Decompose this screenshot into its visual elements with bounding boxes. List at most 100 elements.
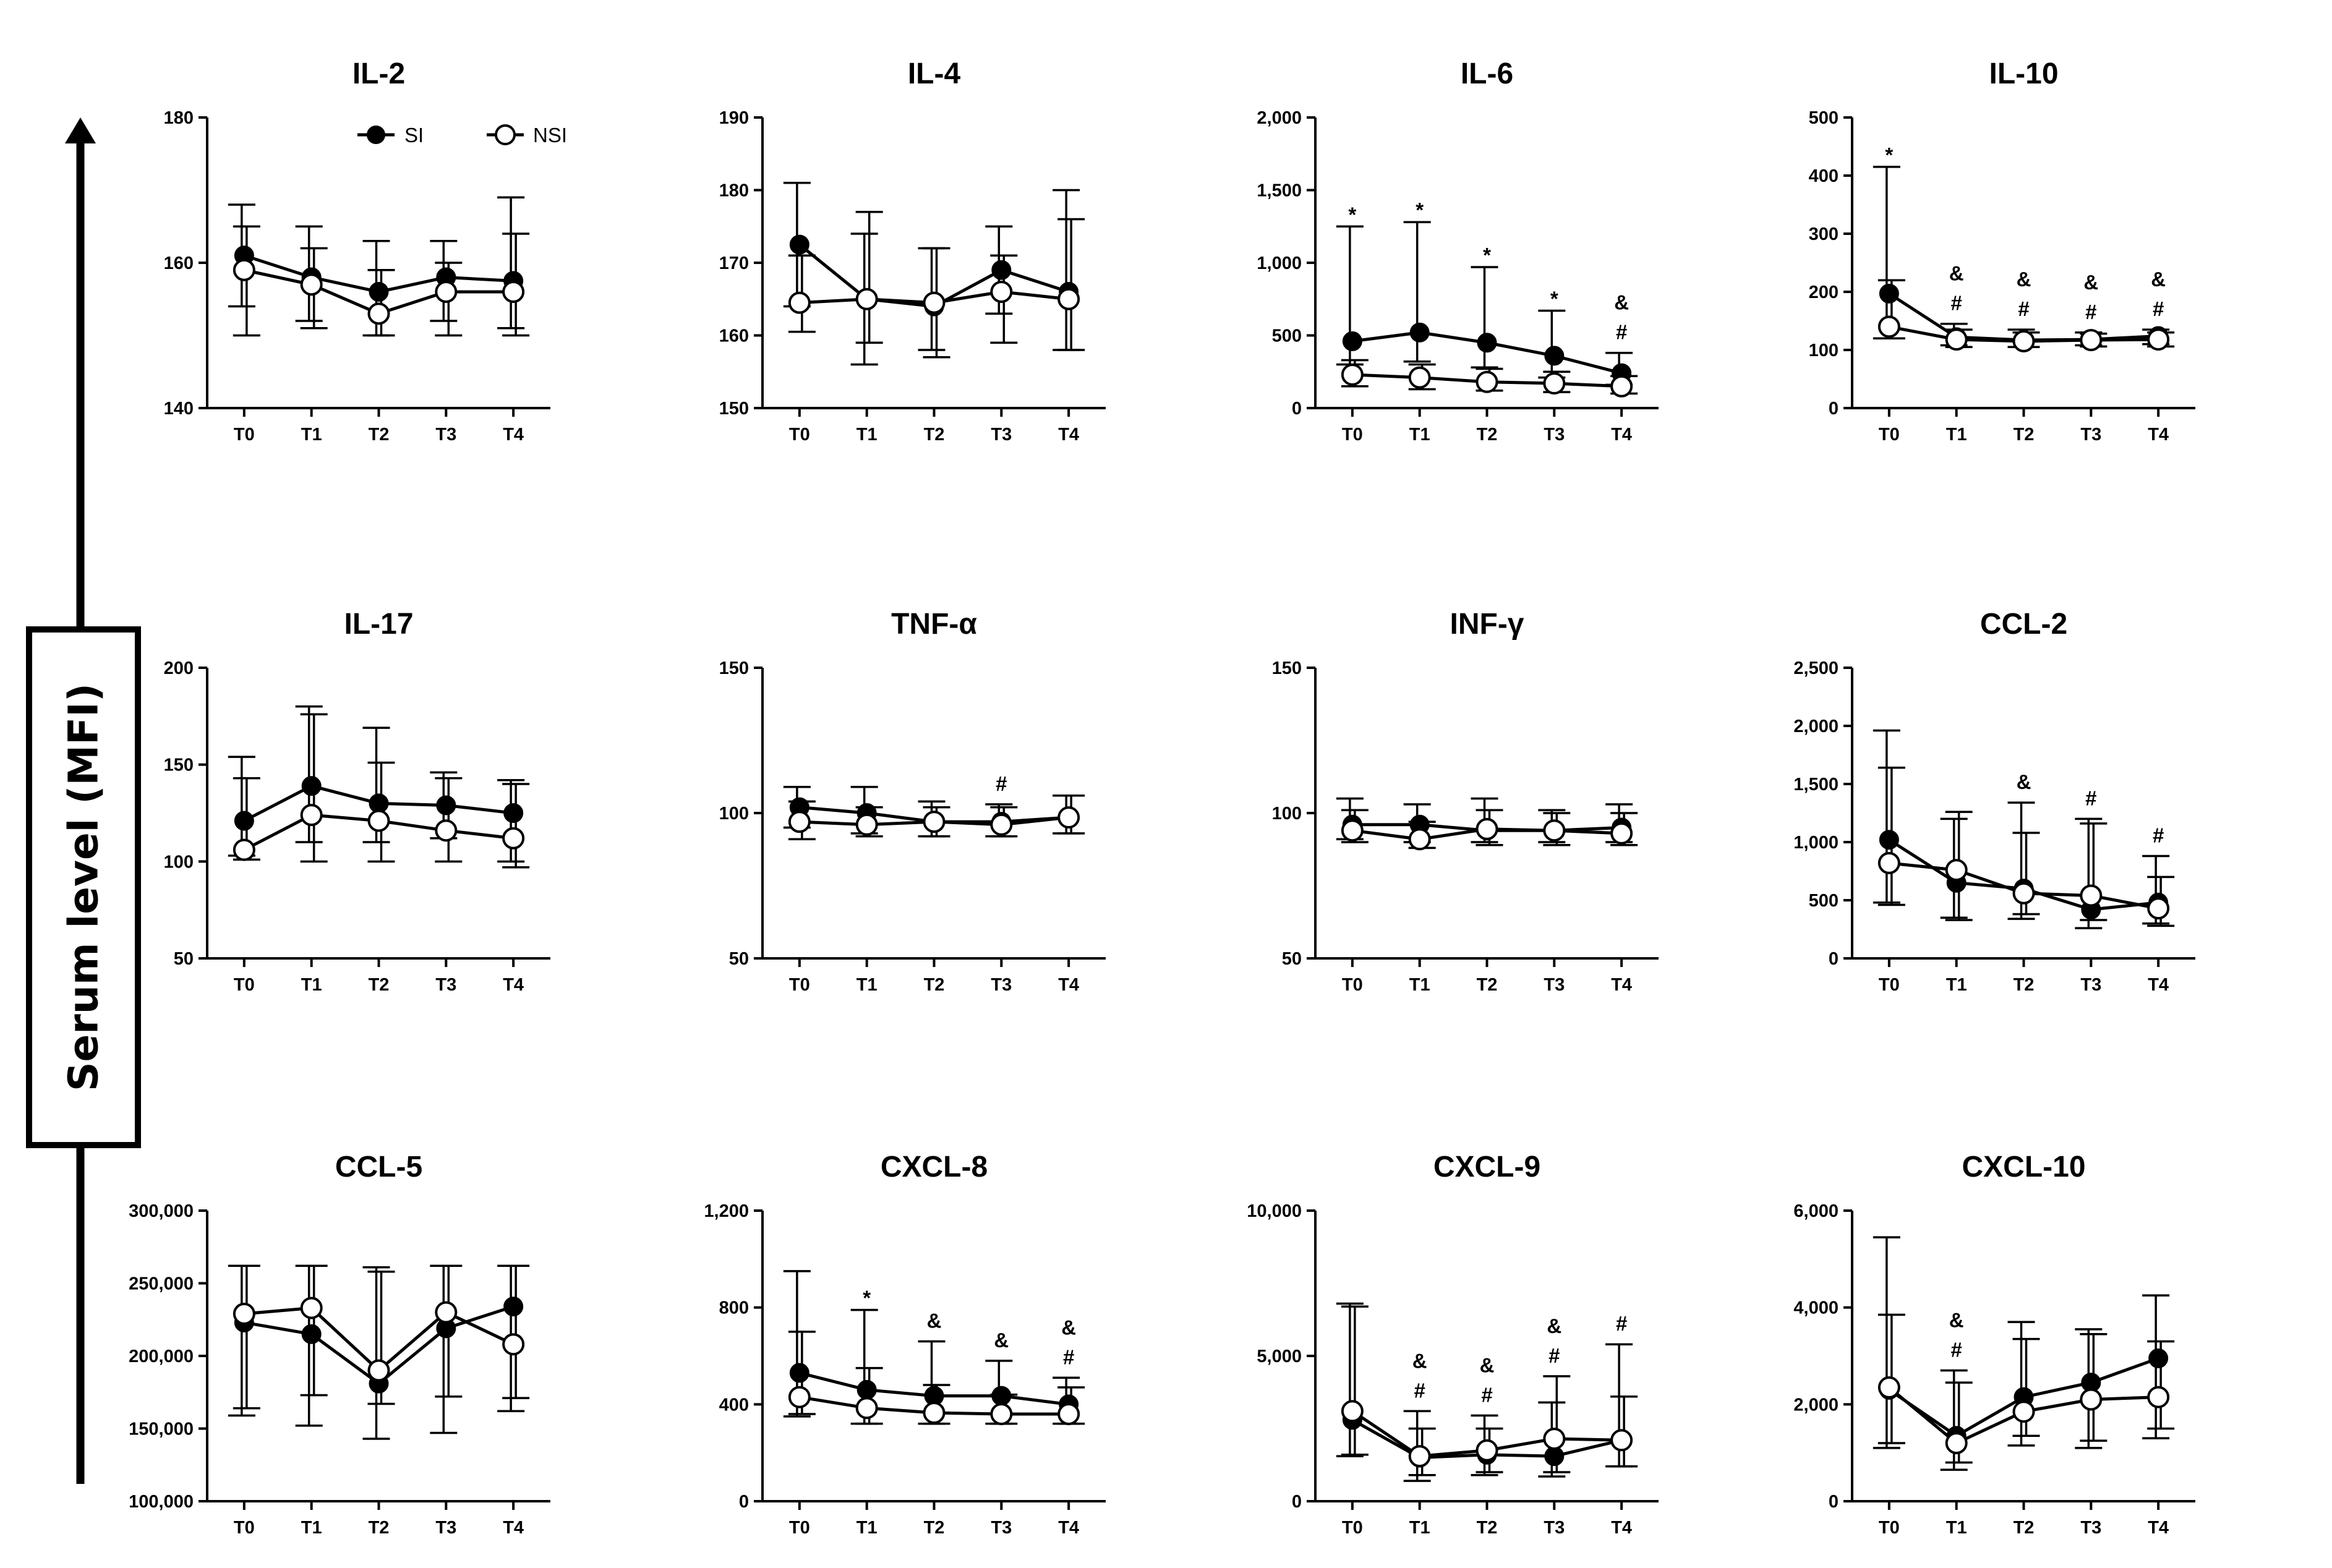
data-point-nsi xyxy=(788,291,811,314)
data-point-si xyxy=(436,795,456,816)
y-tick-label: 140 xyxy=(164,399,194,419)
legend-si-marker xyxy=(367,126,385,144)
data-point-nsi xyxy=(435,281,458,303)
data-point-nsi xyxy=(1057,288,1080,310)
x-tick-label: T1 xyxy=(1946,425,1967,445)
data-point-nsi xyxy=(990,281,1013,303)
x-tick-label: T0 xyxy=(1342,975,1363,995)
significance-mark: # xyxy=(1548,1344,1560,1367)
x-tick-label: T0 xyxy=(234,975,255,995)
significance-mark: & xyxy=(1614,291,1629,314)
data-point-nsi xyxy=(1408,828,1431,851)
data-point-nsi xyxy=(923,811,946,833)
data-point-si xyxy=(301,776,322,796)
y-tick-label: 500 xyxy=(1809,891,1839,911)
y-tick-label: 50 xyxy=(174,949,194,969)
panel-title: IL-4 xyxy=(908,58,961,90)
y-tick-label: 160 xyxy=(164,254,194,273)
data-point-nsi xyxy=(1341,1400,1364,1423)
data-point-nsi xyxy=(233,258,255,281)
data-point-si xyxy=(1879,830,1899,850)
y-axis-label-box xyxy=(26,626,141,1148)
x-tick-label: T3 xyxy=(991,425,1012,445)
data-point-nsi xyxy=(1610,1429,1633,1452)
panel-inf: INF-γ 50 100 150 T0 T1 T2 T3 T4 xyxy=(1272,608,1659,995)
data-point-nsi xyxy=(1476,817,1498,840)
y-tick-label: 2,000 xyxy=(1793,1395,1839,1415)
legend-nsi-marker xyxy=(495,124,516,145)
y-tick-label: 180 xyxy=(719,181,749,201)
data-point-si xyxy=(1879,283,1899,304)
data-point-nsi xyxy=(1543,1427,1566,1450)
x-tick-label: T4 xyxy=(2148,1518,2169,1538)
y-tick-label: 200 xyxy=(164,658,194,678)
data-point-si xyxy=(301,1324,322,1344)
data-point-nsi xyxy=(923,1402,946,1425)
x-tick-label: T1 xyxy=(301,1518,322,1538)
x-tick-label: T2 xyxy=(369,975,390,995)
panel-title: IL-10 xyxy=(1989,58,2058,90)
data-point-nsi xyxy=(2080,884,2103,907)
panel-title: CCL-5 xyxy=(335,1151,422,1183)
y-tick-label: 100 xyxy=(1809,341,1839,360)
y-tick-label: 400 xyxy=(1809,166,1839,186)
panel-title: TNF-α xyxy=(891,608,977,641)
y-tick-label: 800 xyxy=(719,1298,749,1318)
series-si xyxy=(228,1264,525,1440)
x-tick-label: T0 xyxy=(234,1518,255,1538)
panel-title: IL-17 xyxy=(344,608,413,641)
x-tick-label: T2 xyxy=(1477,975,1498,995)
significance-mark: & xyxy=(1949,1309,1964,1332)
data-point-nsi xyxy=(1610,822,1633,845)
x-tick-label: T3 xyxy=(1544,425,1565,445)
y-tick-label: 300 xyxy=(1809,224,1839,244)
data-point-si xyxy=(1544,346,1565,366)
data-point-nsi xyxy=(1408,366,1431,389)
x-tick-label: T3 xyxy=(1544,1518,1565,1538)
x-tick-label: T2 xyxy=(2014,425,2035,445)
significance-mark: & xyxy=(1547,1314,1561,1337)
y-tick-label: 150 xyxy=(164,756,194,775)
data-point-nsi xyxy=(367,302,390,325)
significance-mark: # xyxy=(1414,1379,1425,1402)
y-tick-label: 190 xyxy=(719,108,749,128)
x-tick-label: T3 xyxy=(2080,425,2101,445)
x-tick-label: T4 xyxy=(503,425,524,445)
panel-cxcl-8: CXCL-8 0 400 800 1,200 T0 T1 T2 T3 T4 * & & # & xyxy=(704,1151,1106,1538)
data-point-si xyxy=(503,1297,524,1317)
x-tick-label: T1 xyxy=(856,425,878,445)
y-tick-label: 150 xyxy=(719,658,749,678)
y-axis-arrow-group: Serum level (MFI) xyxy=(26,117,141,1484)
x-tick-label: T2 xyxy=(369,1518,390,1538)
x-tick-label: T1 xyxy=(1946,1518,1967,1538)
data-point-nsi xyxy=(2012,1400,2035,1423)
data-point-nsi xyxy=(435,819,458,842)
panel-il-17: IL-17 50 100 150 200 T0 T1 T2 T3 T4 xyxy=(164,608,550,995)
panel-il-4: IL-4 150 160 170 180 190 T0 T1 T2 T3 T4 xyxy=(719,58,1106,445)
x-tick-label: T4 xyxy=(1611,425,1632,445)
panel-il-2: IL-2 140 160 180 T0 T1 T2 T3 T4 xyxy=(164,58,550,445)
significance-mark: # xyxy=(2085,300,2096,323)
y-tick-label: 2,000 xyxy=(1257,108,1302,128)
x-tick-label: T4 xyxy=(1611,975,1632,995)
significance-mark: # xyxy=(2085,786,2096,809)
panel-title: CXCL-10 xyxy=(1962,1151,2085,1183)
x-tick-label: T0 xyxy=(234,425,255,445)
x-tick-label: T3 xyxy=(991,975,1012,995)
x-tick-label: T1 xyxy=(856,1518,878,1538)
y-tick-label: 150,000 xyxy=(129,1420,194,1439)
data-point-nsi xyxy=(1476,1439,1498,1462)
significance-mark: * xyxy=(1885,143,1893,166)
data-point-nsi xyxy=(1945,328,1968,351)
series-si xyxy=(783,182,1080,366)
data-point-nsi xyxy=(990,1403,1013,1425)
data-point-nsi xyxy=(2147,328,2170,351)
y-tick-label: 200,000 xyxy=(129,1347,194,1366)
y-tick-label: 1,500 xyxy=(1257,181,1302,201)
data-point-nsi xyxy=(2012,882,2035,905)
x-tick-label: T4 xyxy=(2148,975,2169,995)
panel-cxcl-10: CXCL-10 0 2,000 4,000 6,000 T0 T1 T2 T3 T4 # & xyxy=(1793,1151,2195,1538)
x-tick-label: T4 xyxy=(1058,975,1079,995)
significance-mark: # xyxy=(1950,1339,1962,1361)
x-tick-label: T2 xyxy=(2014,975,2035,995)
